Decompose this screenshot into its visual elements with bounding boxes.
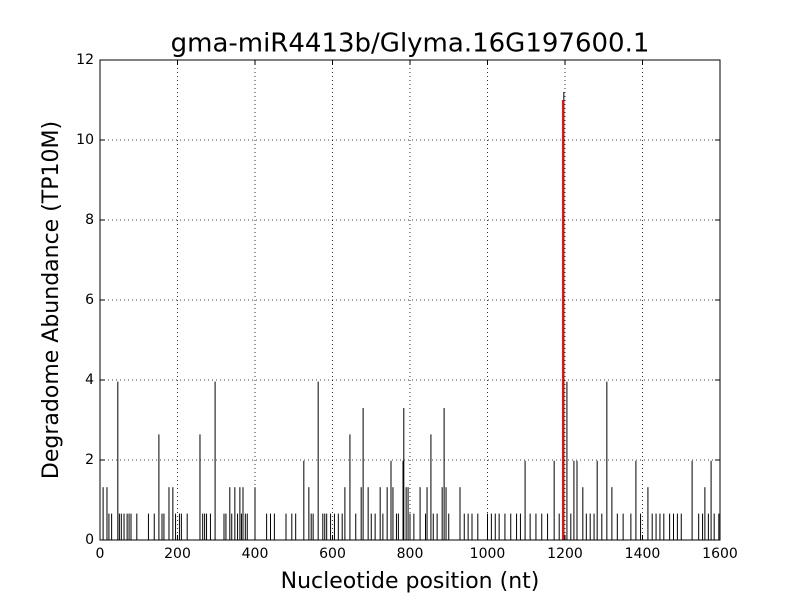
x-tick-label: 400: [242, 546, 269, 562]
chart-title: gma-miR4413b/Glyma.16G197600.1: [171, 29, 650, 59]
x-tick-label: 1200: [547, 546, 583, 562]
y-tick-label: 4: [85, 372, 94, 388]
x-tick-label: 800: [397, 546, 424, 562]
x-tick-label: 1000: [470, 546, 506, 562]
y-tick-label: 2: [85, 452, 94, 468]
y-tick-label: 8: [85, 212, 94, 228]
x-tick-label: 1600: [702, 546, 738, 562]
y-tick-label: 12: [76, 52, 94, 68]
y-tick-label: 6: [85, 292, 94, 308]
plot-frame: [99, 59, 721, 541]
x-tick-label: 600: [319, 546, 346, 562]
y-tick-label: 0: [85, 532, 94, 548]
y-axis-label: Degradome Abundance (TP10M): [39, 121, 64, 479]
x-tick-label: 200: [164, 546, 191, 562]
x-tick-label: 0: [96, 546, 105, 562]
x-tick-label: 1400: [625, 546, 661, 562]
x-axis-label: Nucleotide position (nt): [281, 569, 540, 594]
y-tick-label: 10: [76, 132, 94, 148]
